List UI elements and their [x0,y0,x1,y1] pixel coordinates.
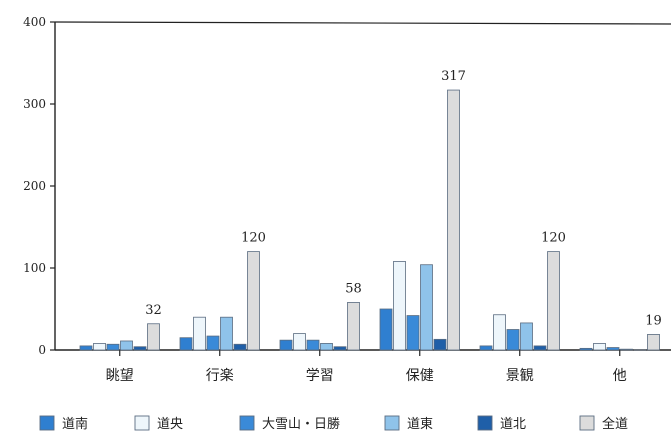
bar [206,335,220,351]
bar [306,339,320,351]
bar [433,338,447,351]
bar [520,322,533,351]
bar [506,329,520,351]
bar [193,316,206,351]
y-tick-label: 300 [23,97,46,111]
bar [179,337,193,351]
y-axis: 0 100 200 300 400 [23,15,671,357]
legend: 道南 道央 大雪山・日勝 道東 道北 全道 [39,415,628,432]
bar [147,323,160,351]
bar [606,347,620,351]
data-label: 120 [241,231,266,246]
x-tick-label: 景観 [506,367,534,384]
bar [533,345,547,351]
bar [620,348,633,351]
legend-swatch [579,415,595,431]
bar [279,339,293,351]
legend-label: 全道 [602,416,628,432]
y-tick-label: 100 [23,261,46,275]
x-tick-label: 学習 [306,368,334,384]
y-tick-label: 200 [23,179,46,193]
bar [347,302,360,351]
legend-label: 大雪山・日勝 [262,417,340,432]
bar [547,251,560,351]
bar [479,345,493,351]
bar [79,345,93,351]
data-label: 317 [441,69,466,84]
bar [393,261,406,351]
bar [593,343,606,351]
legend-swatch [134,415,150,431]
legend-label: 道北 [500,417,526,432]
bar [93,343,106,351]
data-label: 19 [645,313,662,328]
x-tick-label: 眺望 [106,368,134,384]
legend-label: 道東 [407,416,433,432]
plot-top-border [54,21,671,25]
bar [247,251,260,351]
legend-label: 道南 [62,416,88,432]
bar [133,346,147,351]
data-labels: 32 120 58 317 120 19 [145,69,662,328]
bar [120,340,133,351]
bars [79,89,660,351]
x-tick-label: 保健 [406,368,434,384]
bar [333,346,347,351]
data-label: 120 [541,231,566,246]
bar [220,316,233,351]
bar [320,343,333,351]
bar [406,315,420,351]
bar [379,308,393,351]
bar [106,343,120,351]
bar [447,89,460,351]
data-label: 58 [345,281,362,296]
legend-label: 道央 [157,417,183,432]
bar [420,264,433,351]
bar [233,343,247,351]
x-axis: 眺望 行楽 学習 保健 景観 他 [55,349,671,384]
y-tick-label: 0 [38,343,46,357]
legend-swatch [384,415,400,431]
bar [647,334,660,351]
data-label: 32 [145,303,162,318]
bar [493,314,506,351]
x-tick-label: 行楽 [206,368,234,384]
y-tick-label: 400 [23,15,46,29]
bar [293,333,306,351]
legend-swatch [477,415,493,431]
x-tick-label: 他 [613,368,627,384]
legend-swatch [239,415,255,431]
bar [579,347,593,351]
legend-swatch [39,415,55,431]
